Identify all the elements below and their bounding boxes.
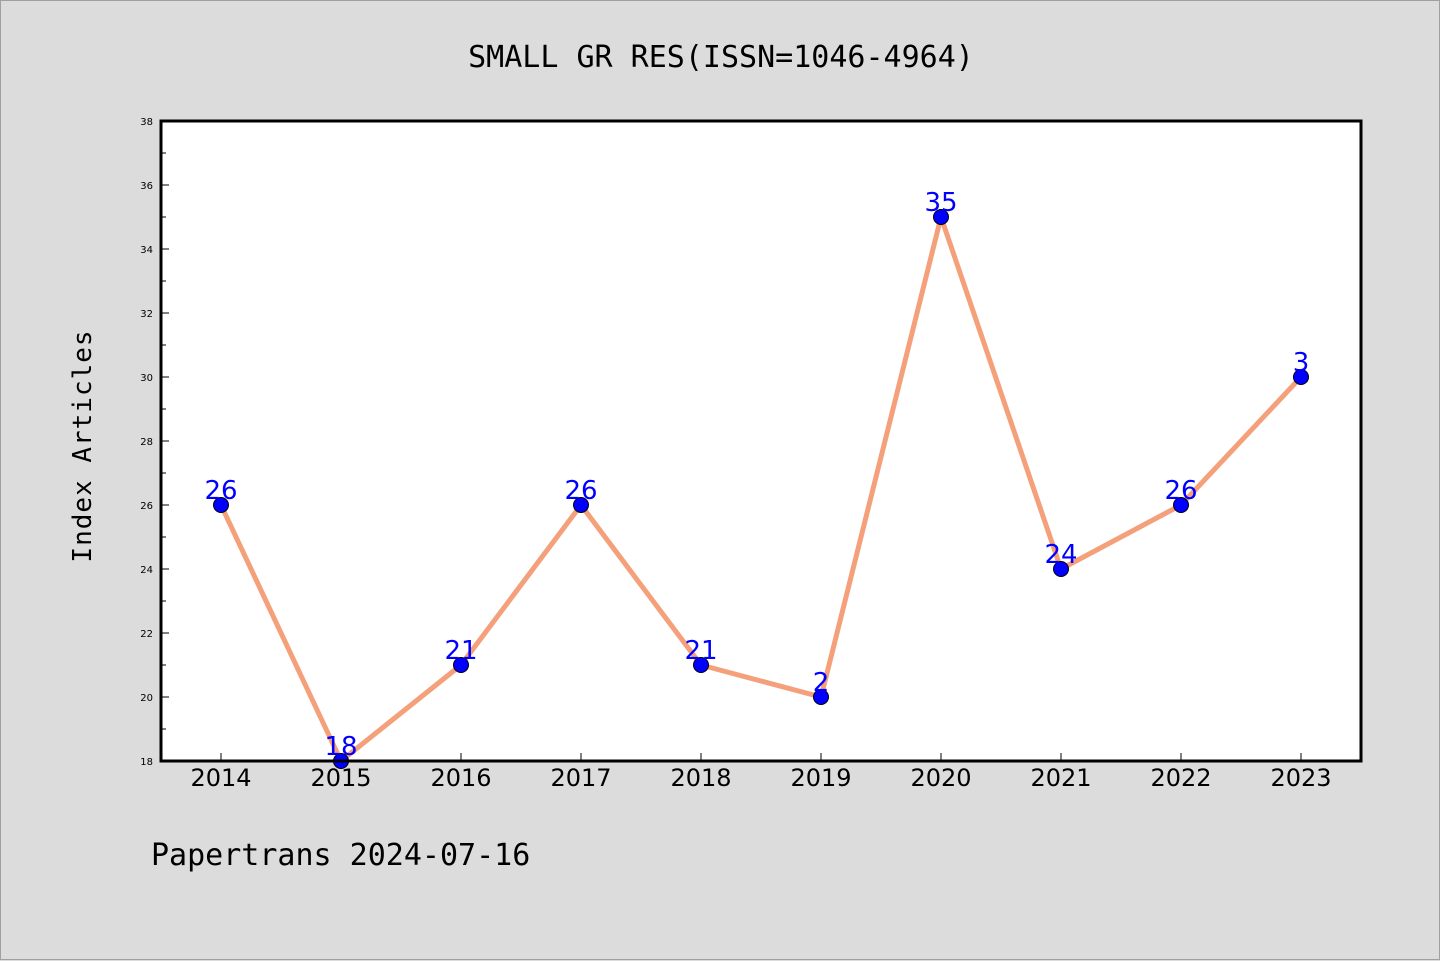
y-tick-label: 20: [140, 693, 153, 704]
series-line-segment: [578, 502, 704, 668]
x-tick-label: 2017: [550, 764, 611, 792]
data-point: [813, 689, 829, 705]
data-point: [1293, 369, 1309, 385]
series-line-segment: [818, 214, 944, 700]
y-tick-label: 38: [140, 117, 153, 128]
series-line-segment: [1058, 502, 1184, 572]
series-line-segment: [698, 662, 824, 700]
series-line-segment: [1178, 374, 1304, 508]
y-tick-label: 28: [140, 437, 153, 448]
series-line-segment: [338, 662, 464, 764]
data-point: [693, 657, 709, 673]
y-tick-label: 36: [140, 181, 153, 192]
series-line-segment: [218, 502, 344, 764]
data-label: 2: [813, 668, 830, 698]
data-label: 21: [444, 636, 477, 666]
data-label: 26: [204, 476, 237, 506]
data-point: [1053, 561, 1069, 577]
y-tick-label: 32: [140, 309, 153, 320]
data-point: [453, 657, 469, 673]
data-label: 18: [324, 732, 357, 762]
y-tick-label: 22: [140, 629, 153, 640]
series-line-group: [218, 214, 1304, 764]
data-label: 26: [564, 476, 597, 506]
series-line-segment: [458, 502, 584, 668]
data-label: 21: [684, 636, 717, 666]
y-tick-label: 24: [140, 565, 153, 576]
y-tick-label: 34: [140, 245, 153, 256]
x-tick-label: 2022: [1150, 764, 1211, 792]
y-axis-label: Index Articles: [68, 329, 98, 562]
series-line-segment: [938, 214, 1064, 572]
x-tick-label: 2020: [910, 764, 971, 792]
data-label: 24: [1044, 540, 1077, 570]
x-tick-label: 2014: [190, 764, 251, 792]
data-point: [213, 497, 229, 513]
plot-area: [161, 121, 1361, 761]
footer-stamp: Papertrans 2024-07-16: [151, 838, 530, 873]
data-point: [1173, 497, 1189, 513]
y-tick-label: 18: [140, 757, 153, 768]
chart-title: SMALL GR RES(ISSN=1046-4964): [468, 40, 974, 75]
data-label: 26: [1164, 476, 1197, 506]
y-tick-label: 26: [140, 501, 153, 512]
data-point: [573, 497, 589, 513]
x-tick-label: 2021: [1030, 764, 1091, 792]
x-tick-label: 2019: [790, 764, 851, 792]
x-tick-label: 2016: [430, 764, 491, 792]
data-label: 3: [1293, 348, 1310, 378]
y-tick-label: 30: [140, 373, 153, 384]
x-tick-label: 2023: [1270, 764, 1331, 792]
x-axis-ticks: 2014 2015 2016 2017 2018 2019 2020 2021 2022 2023: [190, 753, 1332, 792]
data-point: [933, 209, 949, 225]
data-label: 35: [924, 188, 957, 218]
data-labels: 26 18 21 26 21 2 35 24 26 3: [204, 188, 1309, 762]
plot-frame: [159, 119, 1363, 763]
x-tick-label: 2018: [670, 764, 731, 792]
y-axis-ticks: 18 20 22 24 26 28 30 32 34 36 38: [140, 117, 169, 768]
